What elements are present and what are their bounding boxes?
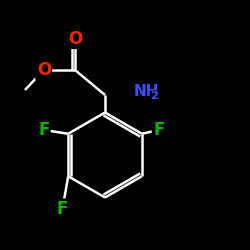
Text: O: O [36, 61, 51, 79]
Text: F: F [153, 121, 164, 139]
Text: F: F [38, 121, 50, 139]
Text: F: F [57, 200, 68, 218]
Text: NH: NH [134, 84, 159, 99]
Text: 2: 2 [150, 91, 158, 101]
Text: O: O [68, 30, 82, 48]
